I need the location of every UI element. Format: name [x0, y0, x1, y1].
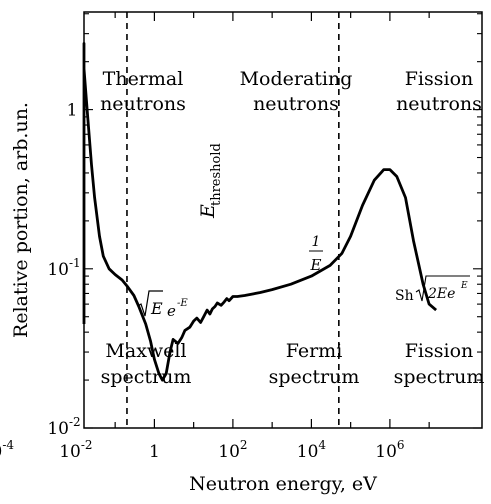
y-tick-label: 1	[67, 101, 78, 121]
y-tick-labels: 10-2 10-1 1	[47, 101, 80, 439]
fission-label-line2: neutrons	[396, 93, 482, 115]
fraction-denominator: E	[310, 256, 322, 274]
x-axis-title: Neutron energy, eV	[189, 473, 377, 495]
region-labels: Thermal neutrons Moderating neutrons Fis…	[100, 68, 484, 388]
maxwell-label-line1: Maxwell	[105, 340, 186, 362]
fission-label-line1: Fission	[405, 68, 474, 90]
x-tick-label: 10-2	[59, 438, 92, 462]
fermi-label-line2: spectrum	[269, 366, 360, 388]
maxwell-exponent: -E	[177, 298, 188, 309]
fermi-label-line1: Fermi	[286, 340, 343, 362]
x-tick-label: 1	[149, 442, 160, 462]
fission-spectrum-label-line1: Fission	[405, 340, 474, 362]
fission-formula: Sh 2Ee E	[395, 275, 470, 304]
maxwell-exp-base: e	[167, 302, 176, 320]
maxwell-formula: E e -E	[137, 290, 188, 320]
fission-root-arg: 2Ee	[427, 286, 455, 302]
thermal-label-line2: neutrons	[100, 93, 186, 115]
region-dividers	[126, 12, 340, 428]
threshold-label: E threshold	[197, 143, 224, 219]
tick-marks	[84, 12, 482, 429]
one-over-e-label: 1 E	[309, 234, 323, 274]
x-tick-exponent: 4	[318, 438, 326, 452]
x-tick-label: 106	[375, 438, 404, 462]
sqrt-sign-icon	[137, 290, 163, 317]
x-tick-label: 102	[218, 438, 247, 462]
x-tick-exponent: 2	[240, 438, 248, 452]
moderating-label-line1: Moderating	[240, 68, 353, 90]
moderating-label-line2: neutrons	[253, 93, 339, 115]
x-tick-exponent: 6	[397, 438, 405, 452]
x-tick-label: 104	[297, 438, 327, 462]
x-tick-labels: 10-4 10-2 1 102 104 106	[0, 438, 405, 462]
fission-exponent: E	[460, 281, 468, 291]
fission-formula-sh: Sh	[395, 288, 414, 304]
thermal-label-line1: Thermal	[103, 68, 184, 90]
fraction-numerator: 1	[312, 234, 321, 250]
threshold-subscript: threshold	[209, 143, 224, 206]
fission-spectrum-label-line2: spectrum	[394, 366, 485, 388]
y-tick-exponent: -1	[69, 256, 81, 270]
x-tick-exponent: -4	[2, 438, 14, 452]
spectrum-curve	[82, 42, 438, 382]
maxwell-root-arg: E	[150, 299, 163, 318]
sqrt-sign-icon	[415, 275, 470, 302]
maxwell-label-line2: spectrum	[101, 366, 192, 388]
y-tick-label: 10-2	[47, 415, 80, 439]
threshold-symbol: E	[197, 204, 219, 219]
y-axis-title: Relative portion, arb.un.	[10, 102, 32, 338]
y-tick-exponent: -2	[69, 415, 81, 429]
x-tick-exponent: -2	[81, 438, 93, 452]
y-tick-label: 10-1	[47, 256, 80, 280]
x-tick-label: 10-4	[0, 438, 14, 462]
